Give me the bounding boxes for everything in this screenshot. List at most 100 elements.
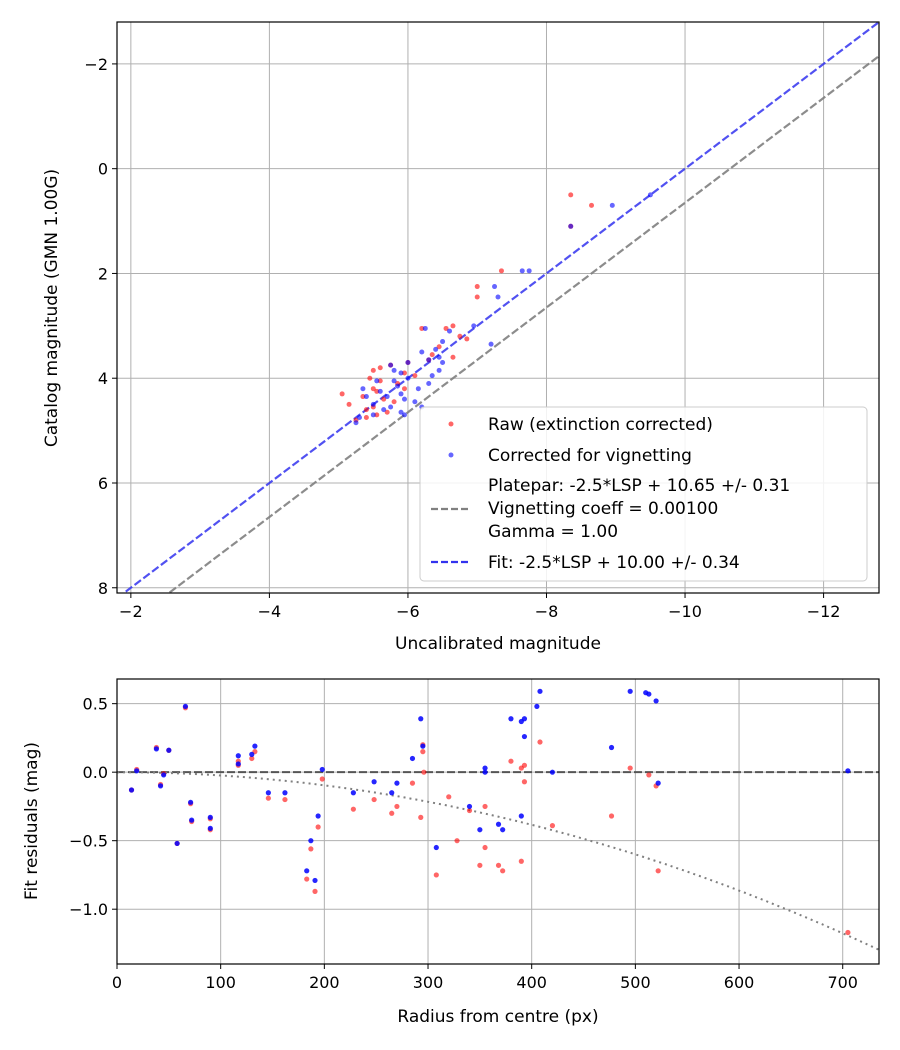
corrected-point [422, 325, 428, 331]
raw-residual-point [845, 929, 851, 936]
corrected-point [374, 378, 380, 384]
corrected-residual-point [482, 769, 488, 775]
top-chart: −2 −4 −6 −8 −10 −12 −2 0 2 4 6 8 Uncalibrated magni… [42, 21, 880, 654]
corrected-residual-point [128, 787, 135, 793]
corrected-point [388, 362, 394, 368]
corrected-residual-point [207, 825, 213, 831]
raw-point [450, 354, 456, 360]
raw-residual-point [421, 769, 427, 775]
corrected-point [433, 346, 439, 352]
top-x-tick-label: −8 [535, 602, 559, 621]
top-y-tick-label: 2 [98, 264, 108, 283]
top-x-tick-label: −10 [668, 602, 702, 621]
corrected-residual-point [188, 799, 194, 805]
raw-point [370, 386, 376, 392]
corrected-residual-point [235, 761, 241, 767]
raw-residual-point [304, 876, 310, 882]
corrected-point [363, 394, 369, 400]
bottom-x-tick-label: 500 [620, 973, 651, 992]
top-y-tick-label: 8 [98, 579, 108, 598]
corrected-point [436, 367, 442, 373]
corrected-point [415, 386, 421, 392]
corrected-residual-point [549, 769, 556, 775]
corrected-point [377, 388, 383, 394]
corrected-residual-point [166, 747, 172, 753]
bottom-y-tick-label: 0.0 [83, 763, 108, 782]
corrected-point [495, 294, 501, 300]
bottom-scatter-points [128, 688, 851, 936]
raw-point [401, 386, 407, 392]
corrected-residual-point [646, 691, 652, 697]
raw-point [360, 394, 366, 400]
top-x-axis-label: Uncalibrated magnitude [395, 634, 601, 654]
corrected-point [370, 401, 376, 407]
corrected-residual-point [319, 766, 325, 773]
corrected-residual-point [508, 716, 514, 722]
raw-point [419, 325, 425, 331]
raw-point [370, 367, 376, 373]
raw-residual-point [466, 807, 473, 814]
corrected-residual-point [627, 688, 633, 694]
raw-residual-point [394, 803, 400, 810]
corrected-residual-point [371, 779, 377, 785]
bottom-x-tick-label: 600 [724, 973, 755, 992]
bottom-y-tick-label: −0.5 [69, 832, 108, 851]
raw-point [363, 407, 369, 413]
top-y-tick-label: −2 [84, 55, 108, 74]
raw-residual-point [418, 814, 424, 820]
corrected-point [398, 370, 404, 376]
legend-corrected-marker [448, 452, 454, 458]
bottom-plot-frame [116, 678, 880, 965]
raw-residual-point [655, 868, 661, 874]
corrected-residual-point [845, 768, 851, 774]
corrected-point [370, 412, 376, 418]
top-scatter-points [339, 192, 653, 426]
corrected-point [568, 223, 574, 229]
corrected-residual-point [265, 790, 271, 796]
corrected-point [429, 373, 435, 379]
raw-residual-point [521, 779, 528, 785]
raw-residual-point [500, 868, 506, 874]
raw-residual-point [420, 749, 426, 755]
raw-point [401, 370, 407, 376]
raw-point [384, 409, 390, 415]
raw-residual-point [477, 862, 483, 868]
corrected-residual-point [394, 780, 400, 786]
raw-point [443, 325, 449, 331]
raw-residual-point [508, 758, 514, 764]
corrected-residual-point [157, 783, 164, 789]
bottom-y-axis-label: Fit residuals (mag) [22, 742, 42, 900]
corrected-residual-point [537, 688, 543, 694]
corrected-residual-point [304, 868, 310, 874]
top-y-tick-label: 4 [98, 369, 108, 388]
corrected-residual-point [477, 827, 483, 833]
raw-residual-point [265, 795, 271, 801]
raw-point [457, 333, 463, 339]
corrected-residual-point [409, 755, 416, 762]
raw-residual-point [537, 739, 543, 745]
corrected-residual-point [518, 813, 524, 819]
top-y-tick-label: 6 [98, 474, 108, 493]
legend-gamma-label: Gamma = 1.00 [488, 522, 618, 542]
raw-point [474, 294, 480, 300]
corrected-residual-point [655, 780, 661, 786]
platepar-line [167, 55, 879, 593]
corrected-residual-point [282, 790, 288, 796]
corrected-point [384, 394, 390, 400]
raw-point [374, 412, 380, 418]
raw-residual-point [518, 858, 524, 864]
legend: Raw (extinction corrected) Corrected for… [419, 406, 868, 582]
legend-raw-label: Raw (extinction corrected) [488, 415, 713, 435]
raw-residual-point [608, 813, 615, 819]
legend-corrected-label: Corrected for vignetting [488, 446, 692, 466]
top-x-tick-label: −4 [258, 602, 282, 621]
raw-residual-point [312, 888, 318, 894]
corrected-point [391, 378, 397, 384]
corrected-residual-point [653, 698, 659, 704]
vignetting-curve [117, 771, 879, 951]
corrected-residual-point [534, 703, 540, 710]
top-plot-frame [116, 21, 880, 594]
corrected-point [405, 375, 411, 381]
raw-point [412, 373, 418, 379]
corrected-point [395, 383, 401, 389]
